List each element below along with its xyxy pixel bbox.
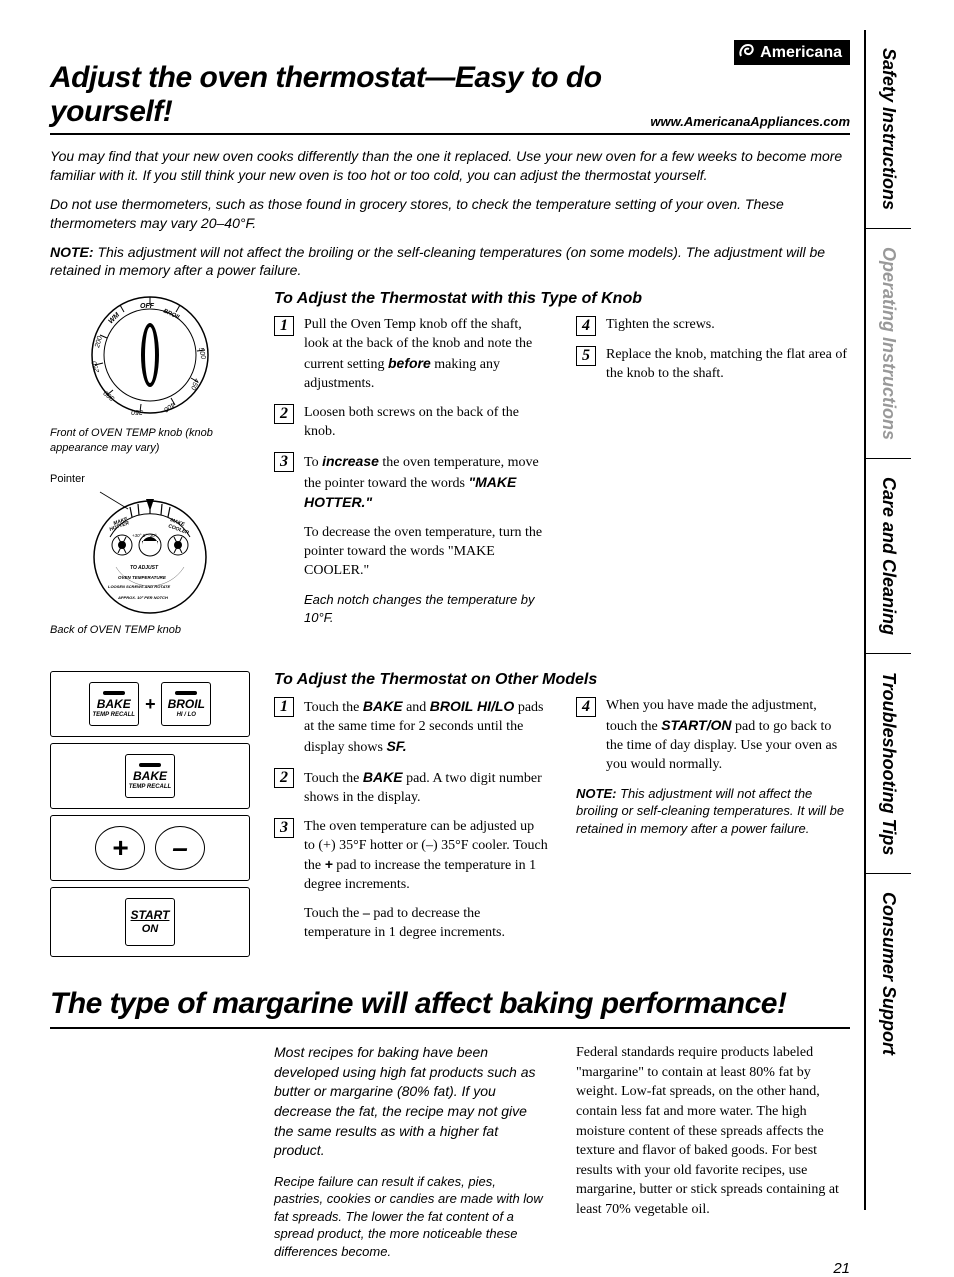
brand-url: www.AmericanaAppliances.com bbox=[650, 114, 850, 129]
margarine-title: The type of margarine will affect baking… bbox=[50, 987, 850, 1029]
tab-operating[interactable]: Operating Instructions bbox=[866, 229, 911, 459]
svg-text:APPROX. 10° PER NOTCH: APPROX. 10° PER NOTCH bbox=[117, 595, 168, 600]
margarine-p2: Recipe failure can result if cakes, pies… bbox=[274, 1173, 548, 1261]
intro-paragraph-2: Do not use thermometers, such as those f… bbox=[50, 195, 850, 233]
tab-care[interactable]: Care and Cleaning bbox=[866, 459, 911, 654]
brand-name: Americana bbox=[760, 44, 842, 62]
step-text: Tighten the screws. bbox=[606, 316, 850, 336]
step-number: 3 bbox=[274, 818, 294, 838]
tab-troubleshooting[interactable]: Troubleshooting Tips bbox=[866, 654, 911, 874]
knob-instructions: To Adjust the Thermostat with this Type … bbox=[274, 290, 850, 655]
tab-consumer[interactable]: Consumer Support bbox=[866, 874, 911, 1073]
pad-steps-left: 1 Touch the BAKE and BROIL HI/LO pads at … bbox=[274, 697, 548, 953]
pad-heading: To Adjust the Thermostat on Other Models bbox=[274, 671, 850, 689]
svg-text:BROIL: BROIL bbox=[162, 309, 182, 322]
bake-pad-2: BAKETEMP RECALL bbox=[125, 754, 175, 798]
svg-text:TO ADJUST: TO ADJUST bbox=[130, 565, 159, 571]
tab-safety[interactable]: Safety Instructions bbox=[866, 30, 911, 229]
pointer-label: Pointer bbox=[50, 473, 250, 485]
title-row: Adjust the oven thermostat—Easy to do yo… bbox=[50, 61, 850, 135]
step-number: 2 bbox=[274, 768, 294, 788]
step-text: The oven temperature can be adjusted up … bbox=[304, 818, 548, 896]
bake-pad: BAKETEMP RECALL bbox=[89, 682, 139, 726]
page-title: Adjust the oven thermostat—Easy to do yo… bbox=[50, 61, 650, 129]
step-number: 5 bbox=[576, 346, 596, 366]
brand-logo: Americana bbox=[734, 40, 850, 65]
pad-instructions: To Adjust the Thermostat on Other Models… bbox=[274, 671, 850, 963]
step-note: Each notch changes the temperature by 10… bbox=[304, 591, 548, 626]
step-subtext: To decrease the oven temperature, turn t… bbox=[304, 524, 548, 581]
knob-front-diagram: OFF BROIL WM 200 250 300 350 400 450 500 bbox=[85, 290, 215, 420]
pad-note: NOTE: This adjustment will not affect th… bbox=[576, 785, 850, 838]
step-text: Touch the BAKE pad. A two digit number s… bbox=[304, 768, 548, 808]
step-text: Loosen both screws on the back of the kn… bbox=[304, 404, 548, 442]
pad-panel-4: STARTON bbox=[50, 887, 250, 957]
svg-text:LOOSEN SCREWS AND ROTATE: LOOSEN SCREWS AND ROTATE bbox=[108, 584, 170, 589]
step-number: 4 bbox=[576, 697, 596, 717]
step-text: Touch the BAKE and BROIL HI/LO pads at t… bbox=[304, 697, 548, 758]
knob-back-caption: Back of OVEN TEMP knob bbox=[50, 623, 250, 637]
step-number: 4 bbox=[576, 316, 596, 336]
step-subtext: Touch the – pad to decrease the temperat… bbox=[304, 905, 548, 943]
knob-heading: To Adjust the Thermostat with this Type … bbox=[274, 290, 850, 308]
intro-paragraph-1: You may find that your new oven cooks di… bbox=[50, 147, 850, 185]
start-pad: STARTON bbox=[125, 898, 175, 946]
margarine-p3: Federal standards require products label… bbox=[576, 1043, 850, 1219]
svg-text:OFF: OFF bbox=[140, 303, 155, 310]
knob-figures-column: OFF BROIL WM 200 250 300 350 400 450 500… bbox=[50, 290, 250, 655]
pad-panel-1: BAKETEMP RECALL + BROILHI / LO bbox=[50, 671, 250, 737]
svg-text:+30° 0° -30°: +30° 0° -30° bbox=[132, 533, 157, 538]
intro-note-text: This adjustment will not affect the broi… bbox=[50, 244, 825, 279]
step-number: 1 bbox=[274, 697, 294, 717]
knob-back-diagram: MAKE HOTTER MAKE COOLER +30° 0° -30° TO … bbox=[80, 487, 220, 617]
pad-panel-2: BAKETEMP RECALL bbox=[50, 743, 250, 809]
svg-text:500: 500 bbox=[197, 347, 206, 360]
minus-pad: – bbox=[155, 826, 205, 870]
knob-section: OFF BROIL WM 200 250 300 350 400 450 500… bbox=[50, 290, 850, 655]
page-content: Americana Adjust the oven thermostat—Eas… bbox=[50, 40, 850, 1261]
knob-steps-right: 4 Tighten the screws. 5 Replace the knob, … bbox=[576, 316, 850, 626]
section-tabs-sidebar: Safety Instructions Operating Instructio… bbox=[864, 30, 924, 1210]
svg-text:TO ADJUST: TO ADJUST bbox=[80, 487, 109, 489]
brand-swirl-icon bbox=[738, 42, 756, 63]
step-text: When you have made the adjustment, touch… bbox=[606, 697, 850, 775]
intro-note: NOTE: This adjustment will not affect th… bbox=[50, 243, 850, 281]
step-text: Replace the knob, matching the flat area… bbox=[606, 346, 850, 384]
margarine-p1: Most recipes for baking have been develo… bbox=[274, 1043, 548, 1161]
margarine-columns: Most recipes for baking have been develo… bbox=[274, 1043, 850, 1260]
margarine-col-right: Federal standards require products label… bbox=[576, 1043, 850, 1260]
svg-text:OVEN TEMPERATURE: OVEN TEMPERATURE bbox=[118, 575, 167, 580]
note-label: NOTE: bbox=[50, 244, 94, 260]
pad-steps-right: 4 When you have made the adjustment, touc… bbox=[576, 697, 850, 953]
svg-text:350: 350 bbox=[131, 408, 143, 415]
svg-text:250: 250 bbox=[91, 360, 101, 374]
step-text: To increase the oven temperature, move t… bbox=[304, 452, 548, 515]
margarine-col-left: Most recipes for baking have been develo… bbox=[274, 1043, 548, 1260]
step-number: 3 bbox=[274, 452, 294, 472]
broil-pad: BROILHI / LO bbox=[161, 682, 211, 726]
svg-text:450: 450 bbox=[189, 378, 200, 391]
knob-front-caption: Front of OVEN TEMP knob (knob appearance… bbox=[50, 426, 250, 455]
step-number: 2 bbox=[274, 404, 294, 424]
step-number: 1 bbox=[274, 316, 294, 336]
plus-icon: + bbox=[143, 694, 158, 715]
pad-figures-column: BAKETEMP RECALL + BROILHI / LO BAKETEMP … bbox=[50, 671, 250, 963]
knob-steps-left: 1 Pull the Oven Temp knob off the shaft, … bbox=[274, 316, 548, 626]
plus-pad: + bbox=[95, 826, 145, 870]
page-number: 21 bbox=[833, 1260, 850, 1277]
pad-panel-3: + – bbox=[50, 815, 250, 881]
step-text: Pull the Oven Temp knob off the shaft, l… bbox=[304, 316, 548, 394]
pad-section: BAKETEMP RECALL + BROILHI / LO BAKETEMP … bbox=[50, 671, 850, 963]
